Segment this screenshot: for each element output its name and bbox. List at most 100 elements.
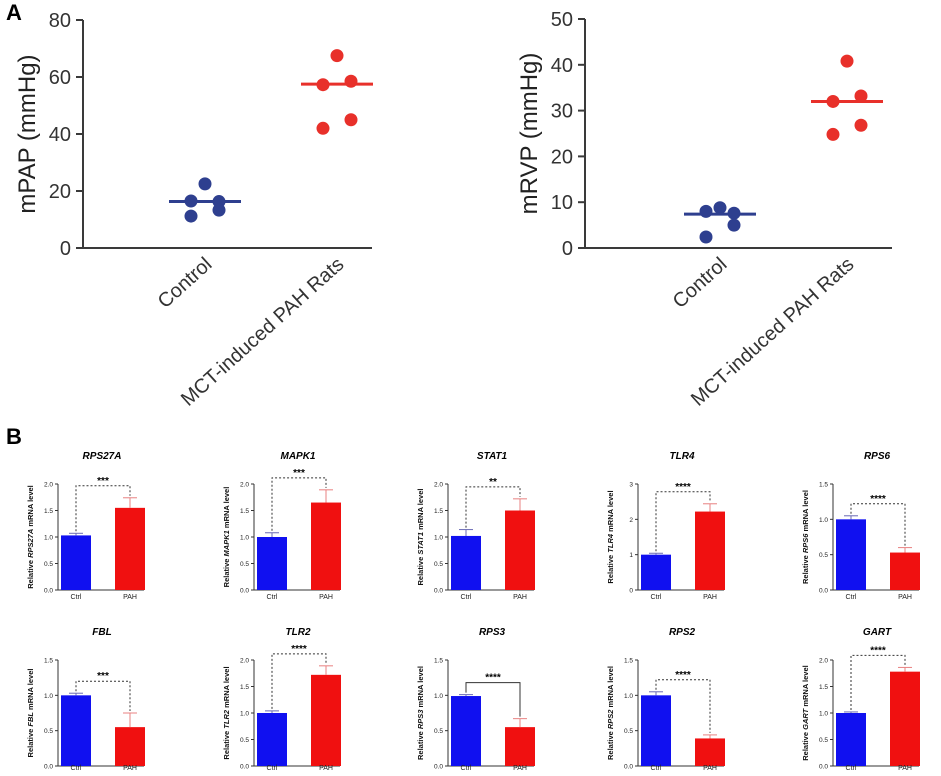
chart-title: STAT1 bbox=[477, 451, 508, 462]
data-point bbox=[826, 127, 840, 141]
bar-chart-tlr4: TLR4 0 1 2 3 Relative TLR4 mRNA level Ctrl PAH *… bbox=[606, 451, 725, 601]
y-tick-label: 1.5 bbox=[44, 658, 53, 665]
significance-label: *** bbox=[97, 671, 109, 682]
y-axis-label: Relative GART mRNA level bbox=[801, 665, 810, 760]
y-tick-label: 0.0 bbox=[240, 764, 249, 771]
data-point bbox=[344, 74, 358, 88]
y-tick-label: 40 bbox=[551, 55, 573, 77]
y-tick-label: 1.0 bbox=[240, 711, 249, 718]
bar bbox=[695, 738, 725, 766]
y-tick-label: 0.5 bbox=[434, 728, 443, 735]
bar bbox=[61, 695, 91, 766]
x-category-label: PAH bbox=[123, 765, 137, 772]
y-tick-label: 1.0 bbox=[434, 535, 443, 542]
x-category-label: PAH bbox=[898, 594, 912, 601]
y-axis-label: Relative RPS2 mRNA level bbox=[606, 666, 615, 760]
bar-chart-tlr2: TLR2 0.0 0.5 1.0 1.5 2.0 Relative TLR2 mRNA le… bbox=[222, 627, 341, 772]
bar-chart-rps2: RPS2 0.0 0.5 1.0 1.5 Relative RPS2 mRNA level… bbox=[606, 627, 725, 772]
y-tick-label: 3 bbox=[629, 482, 633, 489]
x-category-label: Ctrl bbox=[846, 765, 857, 772]
y-tick-label: 1.0 bbox=[624, 693, 633, 700]
y-tick-label: 1.0 bbox=[819, 517, 828, 524]
y-tick-label: 50 bbox=[551, 9, 573, 31]
x-category-label: Ctrl bbox=[846, 594, 857, 601]
chart-title: FBL bbox=[92, 627, 111, 638]
y-tick-label: 0.5 bbox=[44, 728, 53, 735]
chart-title: RPS6 bbox=[864, 451, 891, 462]
y-tick-label: 20 bbox=[551, 146, 573, 168]
bar bbox=[505, 727, 535, 766]
y-tick-label: 0.0 bbox=[44, 588, 53, 595]
y-tick-label: 0.5 bbox=[44, 561, 53, 568]
y-tick-label: 1.0 bbox=[240, 535, 249, 542]
significance-bracket bbox=[465, 682, 521, 717]
bar-chart-rps3: RPS3 0.0 0.5 1.0 1.5 Relative RPS3 mRNA level… bbox=[416, 627, 535, 772]
bar bbox=[115, 507, 145, 590]
significance-bracket bbox=[75, 680, 131, 711]
chart-title: GART bbox=[863, 627, 892, 638]
y-tick-label: 0.5 bbox=[240, 737, 249, 744]
bar-chart-rps27a: RPS27A 0.0 0.5 1.0 1.5 2.0 Relative RPS27A mRN… bbox=[26, 451, 145, 601]
y-tick-label: 2 bbox=[629, 517, 633, 524]
chart-title: RPS27A bbox=[83, 451, 122, 462]
data-point bbox=[727, 206, 741, 220]
y-tick-label: 0.0 bbox=[434, 764, 443, 771]
y-tick-label: 1.5 bbox=[819, 482, 828, 489]
y-tick-label: 1 bbox=[629, 552, 633, 559]
y-axis-label: Relative MAPK1 mRNA level bbox=[222, 487, 231, 588]
data-point bbox=[212, 203, 226, 217]
data-point bbox=[198, 177, 212, 191]
y-axis-label: Relative TLR4 mRNA level bbox=[606, 490, 615, 583]
x-category-label: Ctrl bbox=[71, 594, 82, 601]
bar-chart-stat1: STAT1 0.0 0.5 1.0 1.5 2.0 Relative STAT1 mRNA … bbox=[416, 451, 535, 601]
y-tick-label: 0.0 bbox=[819, 588, 828, 595]
x-category-label: PAH bbox=[319, 594, 333, 601]
x-category-label: PAH bbox=[513, 765, 527, 772]
y-tick-label: 1.0 bbox=[819, 711, 828, 718]
y-tick-label: 0.0 bbox=[240, 588, 249, 595]
significance-label: **** bbox=[675, 670, 691, 681]
x-category-label: Ctrl bbox=[461, 594, 472, 601]
bar bbox=[641, 695, 671, 766]
bar bbox=[451, 535, 481, 590]
significance-label: **** bbox=[870, 494, 886, 505]
data-point bbox=[316, 121, 330, 135]
bar bbox=[836, 713, 866, 766]
y-tick-label: 2.0 bbox=[44, 482, 53, 489]
significance-label: **** bbox=[675, 482, 691, 493]
bar bbox=[257, 537, 287, 590]
y-tick-label: 2.0 bbox=[434, 482, 443, 489]
data-point bbox=[713, 201, 727, 215]
x-category-label: PAH bbox=[319, 765, 333, 772]
y-tick-label: 0.0 bbox=[819, 764, 828, 771]
bar bbox=[311, 502, 341, 590]
y-tick-label: 1.0 bbox=[434, 693, 443, 700]
chart-title: MAPK1 bbox=[280, 451, 315, 462]
y-tick-label: 0.0 bbox=[44, 764, 53, 771]
x-category-label: Ctrl bbox=[267, 594, 278, 601]
bar bbox=[836, 519, 866, 590]
y-tick-label: 0.5 bbox=[819, 737, 828, 744]
chart-title: RPS2 bbox=[669, 627, 696, 638]
bar bbox=[61, 535, 91, 590]
y-tick-label: 1.0 bbox=[44, 535, 53, 542]
panel-label-a: A bbox=[6, 0, 22, 25]
y-tick-label: 0.5 bbox=[624, 728, 633, 735]
x-category-label: PAH bbox=[898, 765, 912, 772]
y-tick-label: 2.0 bbox=[240, 658, 249, 665]
data-point bbox=[826, 94, 840, 108]
y-tick-label: 1.5 bbox=[240, 508, 249, 515]
significance-bracket bbox=[655, 491, 711, 552]
x-category-label: Control bbox=[154, 253, 217, 312]
y-tick-label: 0.0 bbox=[624, 764, 633, 771]
bar bbox=[890, 671, 920, 766]
bar bbox=[890, 552, 920, 590]
significance-bracket bbox=[465, 486, 521, 528]
y-tick-label: 0.0 bbox=[434, 588, 443, 595]
significance-bracket bbox=[850, 503, 906, 546]
data-point bbox=[316, 78, 330, 92]
y-tick-label: 1.5 bbox=[434, 658, 443, 665]
